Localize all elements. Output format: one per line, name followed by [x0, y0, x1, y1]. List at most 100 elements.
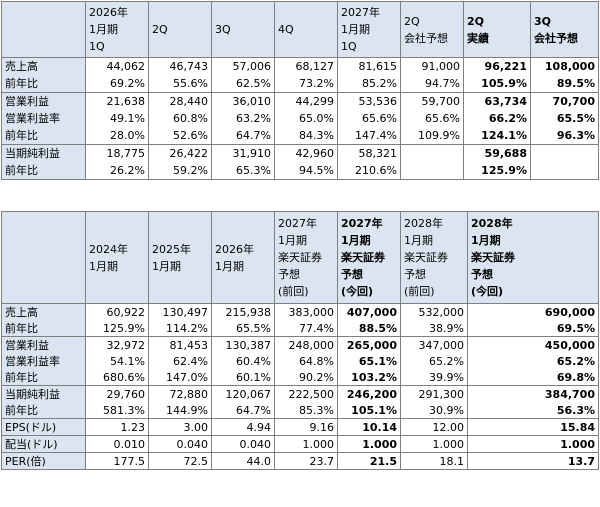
table-cell: 94.7%	[400, 75, 464, 93]
table-cell: 85.2%	[337, 75, 401, 93]
table-cell: 26,422	[148, 144, 212, 162]
row-label: 売上高	[1, 57, 86, 75]
table-cell: 265,000	[337, 336, 401, 353]
table-row: 営業利益率 54.1% 62.4% 60.4% 64.8% 65.1% 65.2% 65.2%	[1, 353, 599, 369]
header-cell: 2Q 実績	[463, 1, 531, 58]
table-cell: 383,000	[274, 303, 338, 320]
table-cell: 384,700	[467, 385, 599, 402]
table-cell: 46,743	[148, 57, 212, 75]
table-cell: 44,062	[85, 57, 149, 75]
row-label: 前年比	[1, 320, 86, 337]
table-cell: 81,615	[337, 57, 401, 75]
table-row: 当期純利益 29,760 72,880 120,067 222,500 246,200 29…	[1, 385, 599, 402]
annual-forecast-table: 2024年 1月期 2025年 1月期 2026年 1月期 2027年 1月期 楽天証券予…	[1, 211, 599, 470]
header-cell: 2026年 1月期	[211, 211, 275, 304]
header-cell: 2028年 1月期 楽天証券 予想 (前回)	[400, 211, 468, 304]
table-cell: 88.5%	[337, 320, 401, 337]
table-row: 営業利益 32,972 81,453 130,387 248,000 265,000 347…	[1, 336, 599, 353]
table-cell: 0.040	[211, 435, 275, 453]
table-cell: 690,000	[467, 303, 599, 320]
table-cell: 21,638	[85, 92, 149, 110]
table-cell: 13.7	[467, 452, 599, 470]
table-cell: 4.94	[211, 418, 275, 436]
header-cell: 2025年 1月期	[148, 211, 212, 304]
table-cell: 62.4%	[148, 353, 212, 369]
header-cell: 3Q 会社予想	[530, 1, 599, 58]
table-cell: 105.9%	[463, 75, 531, 93]
row-label: EPS(ドル)	[1, 418, 86, 436]
table-row: 前年比 69.2% 55.6% 62.5% 73.2% 85.2% 94.7% 105.9% 8…	[1, 75, 599, 93]
table-cell: 89.5%	[530, 75, 599, 93]
row-label: 営業利益率	[1, 353, 86, 369]
table-cell: 49.1%	[85, 110, 149, 127]
table-cell: 9.16	[274, 418, 338, 436]
table-cell: 72.5	[148, 452, 212, 470]
table-cell: 39.9%	[400, 369, 468, 386]
table-cell: 91,000	[400, 57, 464, 75]
table-cell: 1.000	[337, 435, 401, 453]
table-cell: 103.2%	[337, 369, 401, 386]
table-cell: 64.7%	[211, 127, 275, 145]
table-cell: 65.3%	[211, 162, 275, 180]
table-cell: 62.5%	[211, 75, 275, 93]
row-label: 前年比	[1, 369, 86, 386]
table-cell: 1.000	[467, 435, 599, 453]
table-cell: 23.7	[274, 452, 338, 470]
header-cell: 2026年 1月期 1Q	[85, 1, 149, 58]
table-cell: 68,127	[274, 57, 338, 75]
table-cell: 28.0%	[85, 127, 149, 145]
table-cell: 60.8%	[148, 110, 212, 127]
table-cell: 69.2%	[85, 75, 149, 93]
table-cell: 72,880	[148, 385, 212, 402]
table-cell: 108,000	[530, 57, 599, 75]
row-label: PER(倍)	[1, 452, 86, 470]
table-row: 売上高 44,062 46,743 57,006 68,127 81,615 91,000 9…	[1, 57, 599, 75]
table-row: 営業利益率 49.1% 60.8% 63.2% 65.0% 65.6% 65.6% 66.2%…	[1, 110, 599, 127]
row-label: 当期純利益	[1, 144, 86, 162]
header-cell: 3Q	[211, 1, 275, 58]
table-row: 配当(ドル) 0.010 0.040 0.040 1.000 1.000 1.000 1.00…	[1, 435, 599, 453]
table-row: 前年比 581.3% 144.9% 64.7% 85.3% 105.1% 30.9% 56.3…	[1, 402, 599, 419]
table-cell: 222,500	[274, 385, 338, 402]
table-cell: 0.010	[85, 435, 149, 453]
table-cell: 130,497	[148, 303, 212, 320]
table-cell: 36,010	[211, 92, 275, 110]
table-cell: 53,536	[337, 92, 401, 110]
table-cell: 21.5	[337, 452, 401, 470]
table-row: 前年比 125.9% 114.2% 65.5% 77.4% 88.5% 38.9% 69.5%	[1, 320, 599, 337]
table-cell: 31,910	[211, 144, 275, 162]
table-cell: 120,067	[211, 385, 275, 402]
table-cell	[400, 162, 464, 180]
table-cell: 30.9%	[400, 402, 468, 419]
table-row: 営業利益 21,638 28,440 36,010 44,299 53,536 59,700…	[1, 92, 599, 110]
table-cell: 130,387	[211, 336, 275, 353]
table-header-row: 2024年 1月期 2025年 1月期 2026年 1月期 2027年 1月期 楽天証券予…	[1, 211, 599, 304]
row-label: 当期純利益	[1, 385, 86, 402]
table-cell: 42,960	[274, 144, 338, 162]
table-cell: 69.5%	[467, 320, 599, 337]
header-cell: 4Q	[274, 1, 338, 58]
header-cell: 2027年 1月期 1Q	[337, 1, 401, 58]
table-cell: 680.6%	[85, 369, 149, 386]
table-cell: 63,734	[463, 92, 531, 110]
table-cell: 60.1%	[211, 369, 275, 386]
table-row: EPS(ドル) 1.23 3.00 4.94 9.16 10.14 12.00 15.84	[1, 418, 599, 436]
table-cell: 12.00	[400, 418, 468, 436]
table-row: 当期純利益 18,775 26,422 31,910 42,960 58,321 59,68…	[1, 144, 599, 162]
table-cell: 84.3%	[274, 127, 338, 145]
table-cell: 73.2%	[274, 75, 338, 93]
table-cell: 18.1	[400, 452, 468, 470]
table-cell: 65.2%	[467, 353, 599, 369]
row-label: 前年比	[1, 402, 86, 419]
table-cell: 177.5	[85, 452, 149, 470]
table-cell: 94.5%	[274, 162, 338, 180]
table-cell: 81,453	[148, 336, 212, 353]
table-cell: 69.8%	[467, 369, 599, 386]
table-cell: 85.3%	[274, 402, 338, 419]
table-cell: 18,775	[85, 144, 149, 162]
table-cell	[530, 162, 599, 180]
table-cell: 65.1%	[337, 353, 401, 369]
table-cell: 90.2%	[274, 369, 338, 386]
table-cell: 147.4%	[337, 127, 401, 145]
table-cell	[400, 144, 464, 162]
